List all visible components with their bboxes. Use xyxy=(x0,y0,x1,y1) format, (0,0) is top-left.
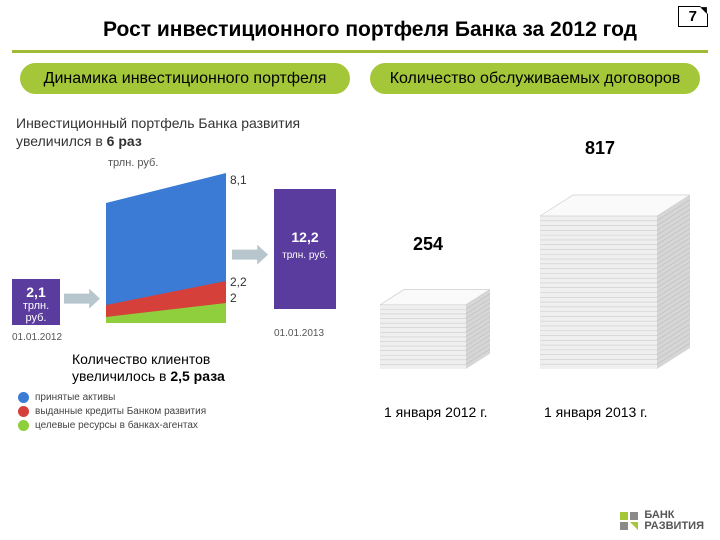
stacked-area-chart: трлн. руб. 2,1 трлн. руб. 01.01.2012 12,… xyxy=(12,155,340,345)
legend-dot-icon xyxy=(18,420,29,431)
legend-item: принятые активы xyxy=(18,392,340,403)
section-pills: Динамика инвестиционного портфеля Количе… xyxy=(0,63,720,94)
right-column: 254 1 января 2012 г. 817 1 января 2013 г. xyxy=(340,104,720,433)
stack-date: 1 января 2012 г. xyxy=(384,404,487,420)
headline-bold: 6 раз xyxy=(107,133,142,149)
series-label: 2,2 xyxy=(230,275,247,289)
start-value: 2,1 xyxy=(12,285,60,300)
clients-bold: 2,5 раза xyxy=(170,368,224,384)
arrow-icon xyxy=(232,245,268,265)
legend-dot-icon xyxy=(18,406,29,417)
portfolio-headline: Инвестиционный портфель Банка развития у… xyxy=(16,114,340,150)
legend-item: выданные кредиты Банком развития xyxy=(18,406,340,417)
logo-line2: РАЗВИТИЯ xyxy=(644,520,704,532)
headline-prefix: Инвестиционный портфель Банка развития xyxy=(16,115,300,131)
start-unit: трлн. руб. xyxy=(23,300,49,324)
clients-headline: Количество клиентов увеличилось в 2,5 ра… xyxy=(72,351,340,386)
pill-left: Динамика инвестиционного портфеля xyxy=(20,63,350,94)
headline-suffix: увеличился в xyxy=(16,133,107,149)
end-badge: 12,2 трлн. руб. xyxy=(274,189,336,309)
series-label: 8,1 xyxy=(230,173,247,187)
page-number: 7 xyxy=(678,6,708,27)
clients-suffix: увеличилось в xyxy=(72,368,170,384)
clients-prefix: Количество клиентов xyxy=(72,351,210,367)
legend: принятые активы выданные кредиты Банком р… xyxy=(18,392,340,431)
legend-label: выданные кредиты Банком развития xyxy=(35,406,206,417)
start-date: 01.01.2012 xyxy=(12,332,62,343)
end-value: 12,2 xyxy=(274,189,336,245)
end-unit: трлн. руб. xyxy=(282,250,328,261)
stacked-svg-host xyxy=(106,173,226,323)
unit-label: трлн. руб. xyxy=(108,157,158,169)
contract-count: 817 xyxy=(585,138,615,159)
contract-count: 254 xyxy=(413,234,443,255)
page-title: Рост инвестиционного портфеля Банка за 2… xyxy=(0,0,720,50)
stack-date: 1 января 2013 г. xyxy=(544,404,647,420)
logo-mark-icon xyxy=(620,512,638,530)
arrow-icon xyxy=(64,289,100,309)
legend-item: целевые ресурсы в банках-агентах xyxy=(18,420,340,431)
bank-logo: БАНК РАЗВИТИЯ xyxy=(620,510,704,532)
pill-right: Количество обслуживаемых договоров xyxy=(370,63,700,94)
legend-dot-icon xyxy=(18,392,29,403)
legend-label: принятые активы xyxy=(35,392,115,403)
logo-text: БАНК РАЗВИТИЯ xyxy=(644,510,704,532)
paper-stack-icon xyxy=(540,174,690,369)
title-underline xyxy=(12,50,708,53)
series-label: 2 xyxy=(230,291,237,305)
end-date: 01.01.2013 xyxy=(274,328,324,339)
content-row: Инвестиционный портфель Банка развития у… xyxy=(0,94,720,433)
paper-stack-icon xyxy=(380,274,490,369)
legend-label: целевые ресурсы в банках-агентах xyxy=(35,420,198,431)
start-badge: 2,1 трлн. руб. xyxy=(12,279,60,325)
left-column: Инвестиционный портфель Банка развития у… xyxy=(0,104,340,433)
